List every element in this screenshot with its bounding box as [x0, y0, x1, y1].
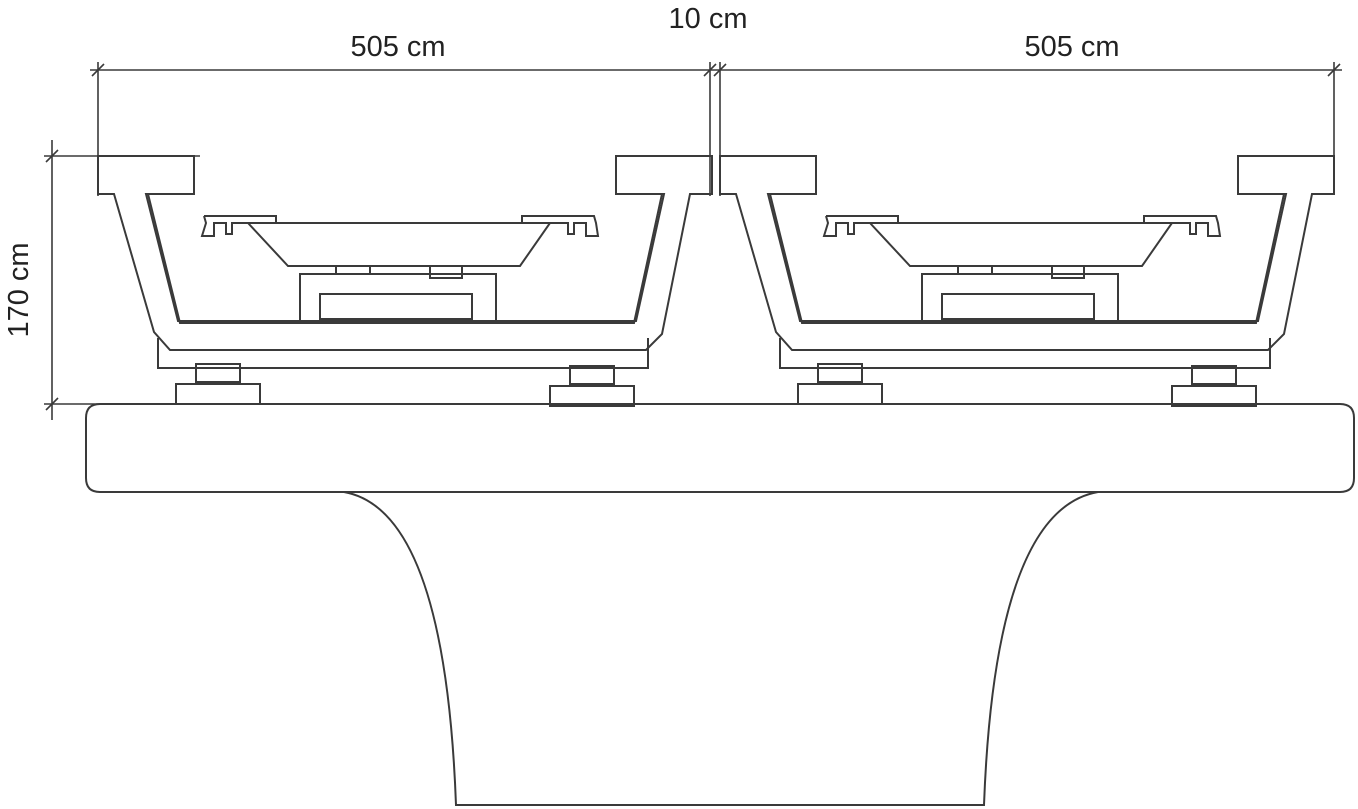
- bearing-right-inner: [1171, 365, 1257, 407]
- bearing-left-inner: [549, 365, 635, 407]
- height-dimension-line: [44, 140, 200, 420]
- pier-cap-beam: [85, 403, 1355, 493]
- bearing-right-outer: [797, 363, 883, 405]
- height-label: 170 cm: [3, 242, 35, 337]
- pier-column: [343, 491, 1099, 806]
- left-box-girder: [97, 155, 713, 369]
- right-box-girder: [719, 155, 1335, 369]
- right-width-label: 505 cm: [1024, 31, 1119, 63]
- bearing-left-outer: [175, 363, 261, 405]
- left-width-label: 505 cm: [350, 31, 445, 63]
- width-dimension-line: [90, 62, 1342, 196]
- gap-width-label: 10 cm: [669, 3, 748, 35]
